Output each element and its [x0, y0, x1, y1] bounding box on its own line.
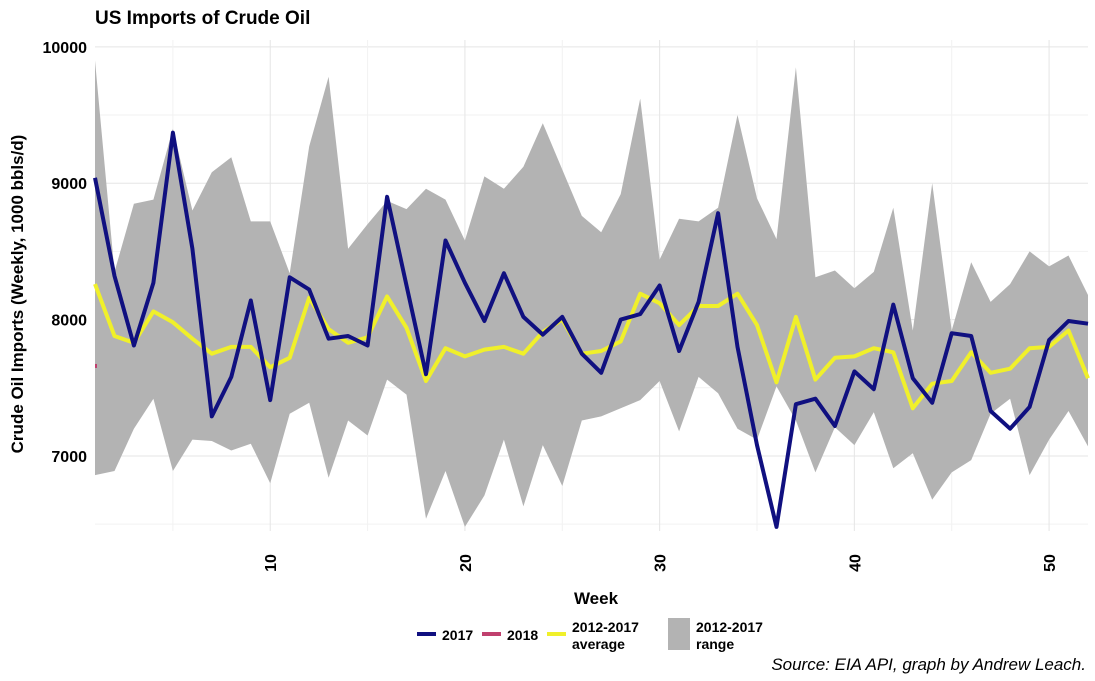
- legend: 2017 2018 2012-2017 average 2012-2017 ra…: [417, 618, 763, 652]
- legend-swatch-range: [668, 618, 690, 650]
- y-tick-label: 8000: [51, 313, 87, 330]
- y-axis-ticks: 7000 8000 9000 10000: [43, 40, 88, 466]
- y-tick-label: 9000: [51, 176, 87, 193]
- series-line-2017: [93, 130, 1089, 529]
- x-tick-label: 50: [1042, 554, 1059, 572]
- range-band-area: [95, 60, 1088, 527]
- series-lines: [93, 130, 1090, 529]
- legend-label-range-line1: 2012-2017: [696, 619, 763, 635]
- x-axis-ticks: 10 20 30 40 50: [263, 554, 1059, 572]
- range-band: [95, 60, 1088, 527]
- legend-label-2018: 2018: [507, 627, 538, 643]
- x-tick-label: 40: [847, 554, 864, 572]
- legend-label-average-line1: 2012-2017: [572, 619, 639, 635]
- y-tick-label: 10000: [43, 40, 88, 57]
- x-tick-label: 20: [458, 554, 475, 572]
- x-tick-label: 30: [653, 554, 670, 572]
- y-axis-label: Crude Oil Imports (Weekly, 1000 bbls/d): [8, 135, 27, 454]
- legend-label-range-line2: range: [696, 636, 734, 652]
- x-axis-label: Week: [574, 589, 619, 608]
- x-tick-label: 10: [263, 554, 280, 572]
- chart-title: US Imports of Crude Oil: [95, 8, 310, 29]
- source-caption: Source: EIA API, graph by Andrew Leach.: [771, 655, 1086, 674]
- y-tick-label: 7000: [51, 449, 87, 466]
- legend-label-average-line2: average: [572, 636, 625, 652]
- legend-label-2017: 2017: [442, 627, 473, 643]
